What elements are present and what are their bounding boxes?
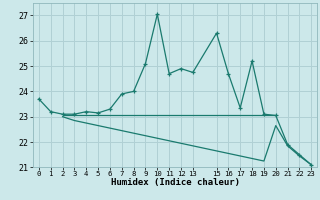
X-axis label: Humidex (Indice chaleur): Humidex (Indice chaleur)	[111, 178, 240, 187]
